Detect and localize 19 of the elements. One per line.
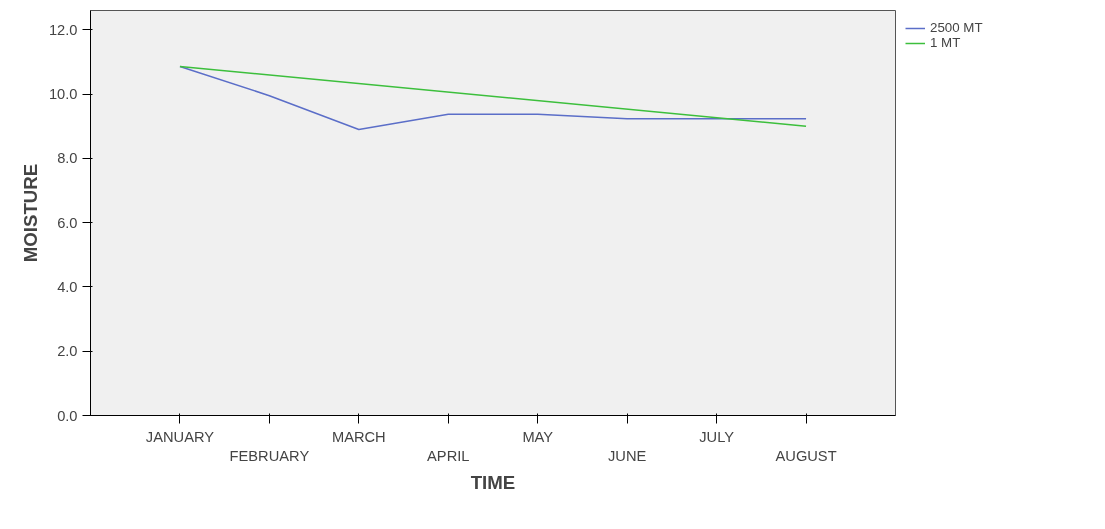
y-tick-label: 8.0 <box>57 150 78 167</box>
legend-label: 1 MT <box>930 35 961 50</box>
y-axis-title: MOISTURE <box>19 163 41 263</box>
y-tick-label: 10.0 <box>48 86 78 103</box>
x-tick-label: AUGUST <box>775 447 837 464</box>
x-tick-label: JUNE <box>608 447 647 464</box>
y-tick-label: 6.0 <box>57 214 78 231</box>
legend-label: 2500 MT <box>930 20 983 35</box>
y-tick-label: 12.0 <box>48 21 78 38</box>
x-axis-title: TIME <box>470 471 516 493</box>
x-tick-label: APRIL <box>427 447 470 464</box>
x-tick-label: JULY <box>699 428 735 445</box>
x-tick-label: MAY <box>522 428 554 445</box>
x-tick-label: JANUARY <box>145 428 215 445</box>
y-tick-label: 2.0 <box>57 343 78 360</box>
y-tick-label: 4.0 <box>57 278 78 295</box>
x-tick-label: FEBRUARY <box>229 447 310 464</box>
y-tick-label: 0.0 <box>57 407 78 424</box>
x-tick-label: MARCH <box>331 428 386 445</box>
